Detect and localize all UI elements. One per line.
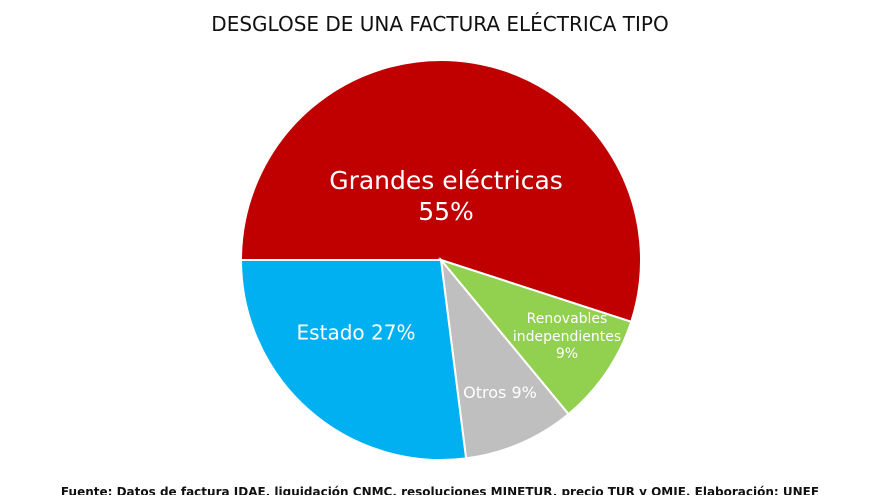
pie-slice bbox=[239, 259, 468, 461]
pie-slice bbox=[239, 59, 642, 324]
slice-label: Grandes eléctricas 55% bbox=[329, 165, 563, 228]
chart-title: DESGLOSE DE UNA FACTURA ELÉCTRICA TIPO bbox=[211, 12, 669, 36]
category-label: Otros bbox=[463, 383, 507, 402]
value-label: 55% bbox=[418, 197, 474, 226]
pie-slice bbox=[439, 256, 570, 460]
value-label: 9% bbox=[511, 383, 537, 402]
source-note: Fuente: Datos de factura IDAE, liquidaci… bbox=[60, 485, 820, 495]
category-label: Renovables independientes bbox=[512, 310, 622, 345]
value-label: 9% bbox=[555, 345, 579, 362]
value-label: 27% bbox=[371, 320, 416, 345]
slice-label: Otros 9% bbox=[463, 383, 537, 403]
category-label: Estado bbox=[296, 320, 365, 345]
slice-label: Renovables independientes 9% bbox=[507, 311, 627, 364]
category-label: Grandes eléctricas bbox=[329, 165, 563, 195]
pie-slice bbox=[438, 257, 633, 416]
slice-label: Estado 27% bbox=[297, 321, 416, 346]
